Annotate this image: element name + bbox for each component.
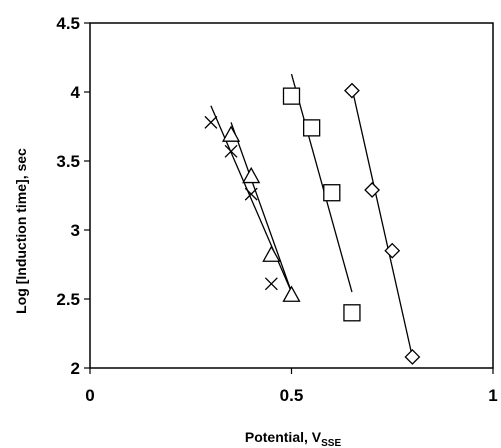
data-point-diamond [404, 349, 421, 365]
data-point-square [323, 184, 341, 202]
fit-line-square [290, 73, 353, 293]
y-tick-label: 3.5 [56, 152, 80, 171]
data-point-square [282, 87, 301, 105]
y-tick-label: 4 [71, 83, 81, 102]
y-tick-label: 3 [71, 221, 80, 240]
x-axis-title-main: Potential, V [245, 429, 322, 445]
data-point-diamond [384, 242, 401, 259]
fit-line-triangle [230, 122, 293, 293]
y-axis-title: Log [Induction time], sec [13, 148, 29, 314]
y-axis-ticks: 2 2.5 3 3.5 4 4.5 [56, 14, 90, 378]
data-point-triangle [221, 125, 241, 142]
x-tick-label: 1 [488, 386, 497, 405]
fit-line-diamond [351, 87, 414, 358]
x-axis-title: Potential, VSSE [245, 429, 342, 448]
x-tick-label: 0 [85, 386, 94, 405]
data-point-cross [204, 115, 218, 129]
data-point-triangle [242, 166, 261, 184]
plot-area [89, 22, 494, 369]
y-tick-label: 2.5 [56, 290, 80, 309]
y-tick-label: 4.5 [56, 14, 80, 33]
fit-lines [210, 73, 414, 358]
fit-line-cross [210, 105, 293, 293]
data-point-triangle [262, 245, 281, 262]
data-point-square [343, 304, 361, 322]
x-axis-title-subscript: SSE [321, 438, 341, 448]
data-points [204, 82, 421, 365]
x-axis-ticks: 0 0.5 1 [85, 368, 498, 405]
data-point-triangle [282, 285, 301, 302]
data-point-cross [224, 144, 238, 158]
data-point-cross [264, 277, 278, 291]
x-tick-label: 0.5 [280, 386, 304, 405]
y-tick-label: 2 [71, 359, 80, 378]
data-point-square [302, 119, 321, 137]
data-point-diamond [344, 82, 360, 99]
data-point-diamond [364, 182, 381, 198]
data-point-cross [244, 187, 258, 201]
